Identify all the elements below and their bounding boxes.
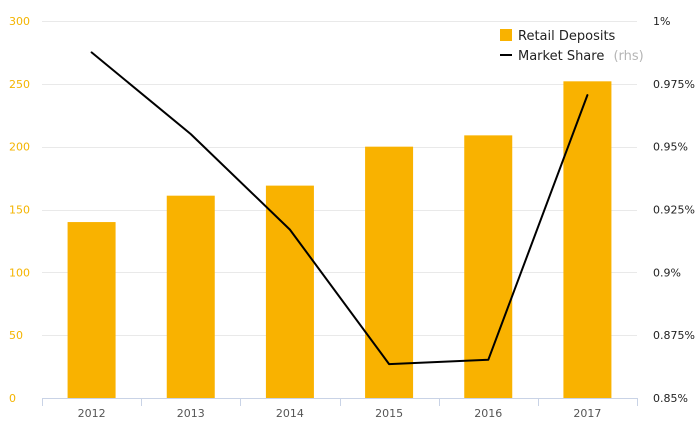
y-right-tick-label: 0.925% — [653, 204, 695, 217]
legend-label-market-share-suffix: (rhs) — [613, 49, 643, 64]
y-left-tick-label: 300 — [9, 15, 30, 28]
legend-label-market-share: Market Share (rhs) — [518, 45, 644, 64]
bar — [67, 222, 116, 398]
y-left-tick-label: 200 — [9, 141, 30, 154]
y-right-tick-label: 0.9% — [653, 266, 681, 279]
bar-series-retail-deposits — [67, 81, 612, 398]
legend-swatch-retail-deposits — [500, 29, 512, 41]
bar — [265, 185, 314, 398]
y-left-tick-label: 0 — [9, 392, 16, 405]
bar — [464, 135, 513, 398]
line-series-market-share — [90, 51, 589, 366]
y-right-tick-label: 0.875% — [653, 329, 695, 342]
bar — [166, 195, 215, 398]
x-tick-label: 2013 — [177, 407, 205, 420]
x-tick-label: 2017 — [573, 407, 601, 420]
legend: Retail Deposits Market Share (rhs) — [500, 29, 644, 64]
y-right-tick-label: 0.95% — [653, 141, 688, 154]
x-tick-label: 2015 — [375, 407, 403, 420]
x-tick-label: 2016 — [474, 407, 502, 420]
y-left-tick-label: 150 — [9, 204, 30, 217]
x-tick-label: 2012 — [78, 407, 106, 420]
y-left-tick-label: 250 — [9, 78, 30, 91]
y-right-tick-label: 1% — [653, 15, 670, 28]
y-left-tick-label: 50 — [9, 329, 23, 342]
gridlines — [42, 21, 637, 336]
y-left-tick-label: 100 — [9, 266, 30, 279]
market-share-line — [90, 51, 589, 366]
legend-label-market-share-name: Market Share — [518, 49, 604, 64]
axes: 0 50 100 150 200 250 300 0.85% 0.875% 0.9% 0.925% 0… — [9, 15, 695, 420]
legend-label-retail-deposits: Retail Deposits — [518, 29, 616, 44]
bar — [563, 81, 612, 398]
x-tick-label: 2014 — [276, 407, 304, 420]
bar — [365, 146, 414, 398]
y-right-tick-label: 0.85% — [653, 392, 688, 405]
y-right-tick-label: 0.975% — [653, 78, 695, 91]
